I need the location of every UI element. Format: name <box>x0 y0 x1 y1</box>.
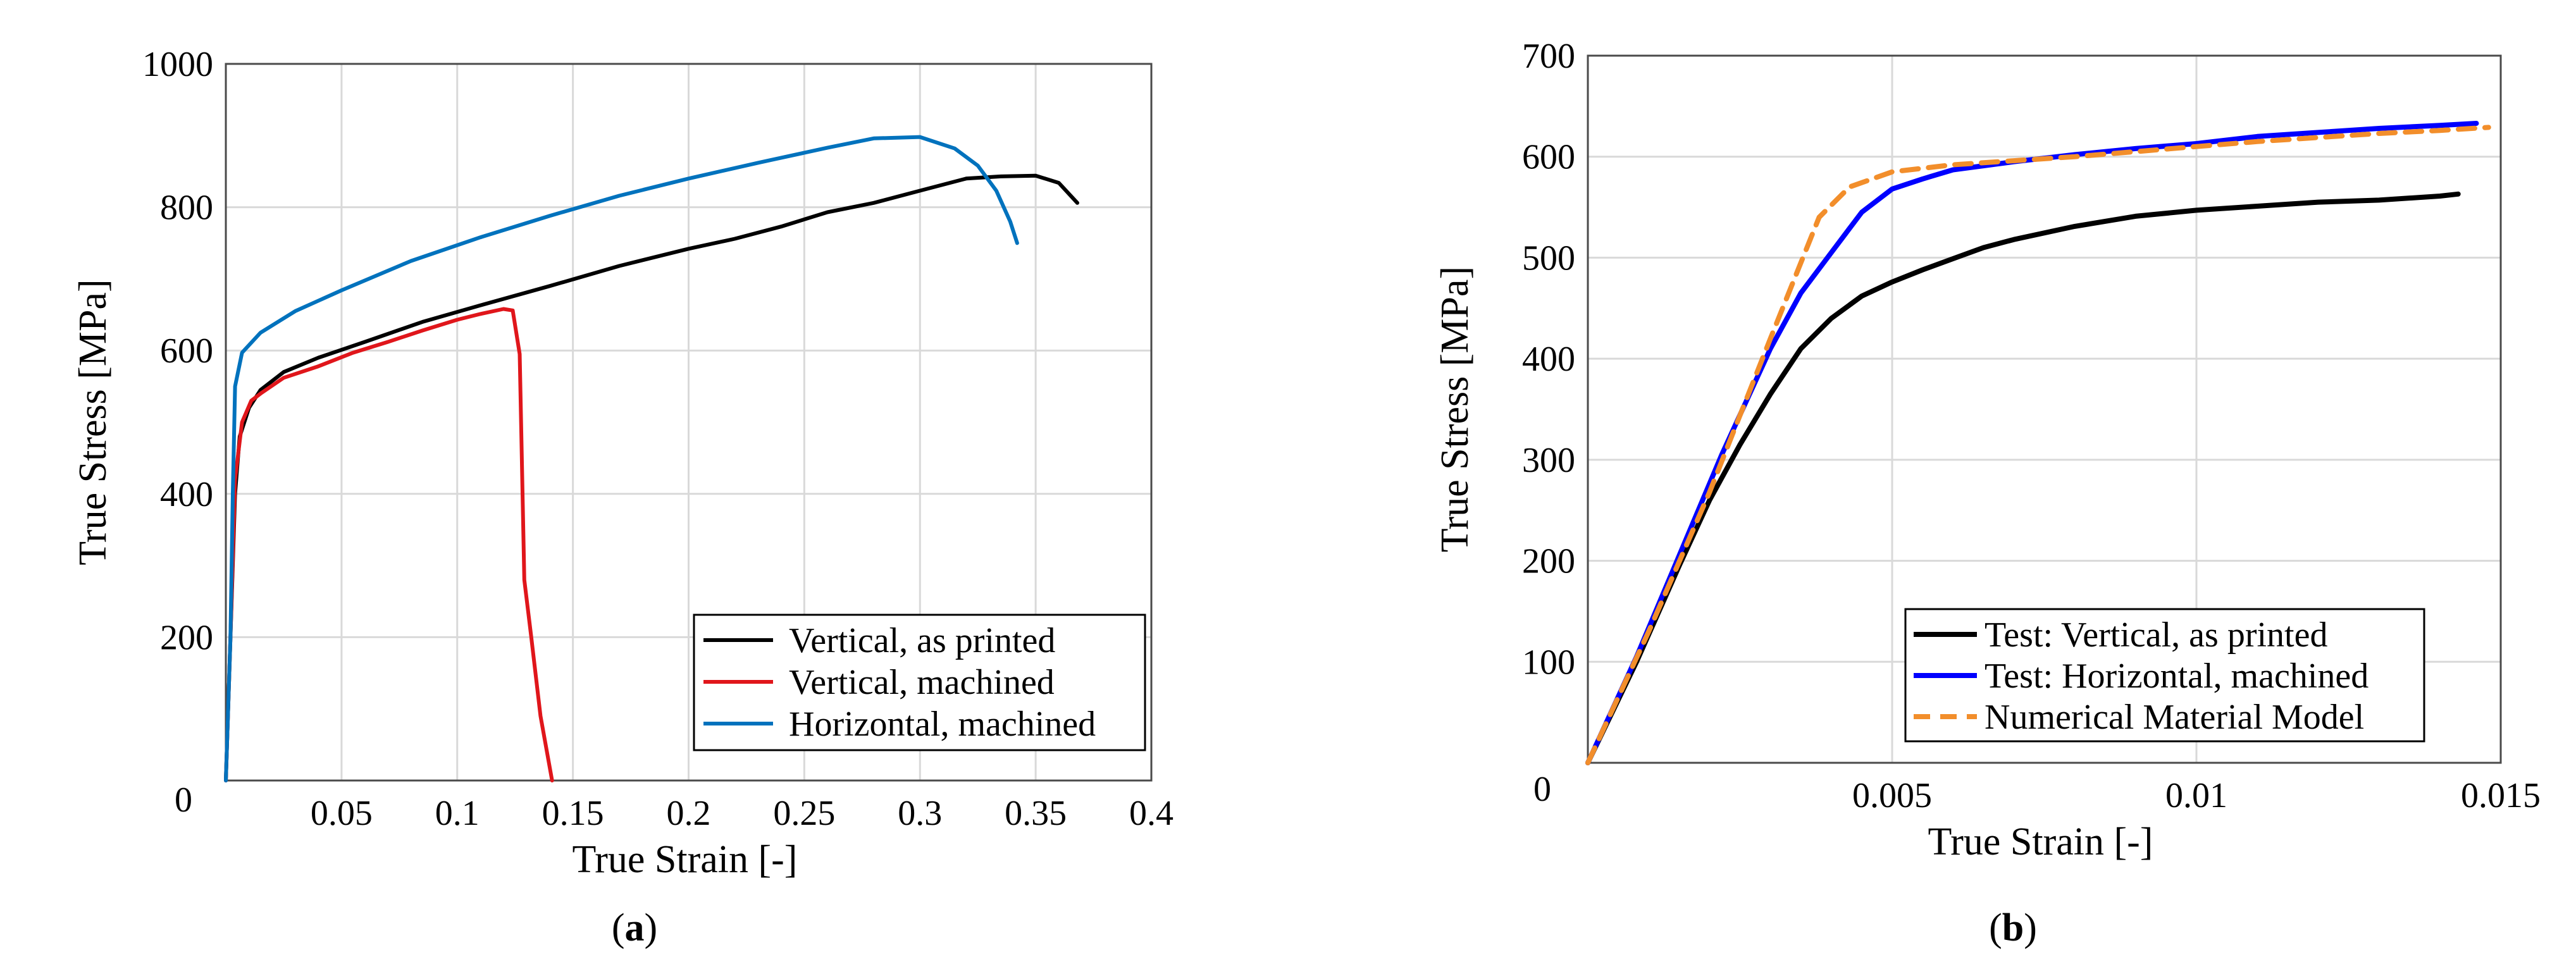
y-tick-label: 600 <box>1522 138 1575 177</box>
legend-entry: Test: Vertical, as printed <box>1985 615 2327 655</box>
y-tick-label: 400 <box>160 475 213 514</box>
legend-entry: Horizontal, machined <box>789 705 1096 744</box>
x-tick-label: 0 <box>1533 770 1551 809</box>
panel-caption: (a) <box>612 906 657 949</box>
y-tick-label: 200 <box>160 618 213 657</box>
y-tick-label: 300 <box>1522 441 1575 480</box>
y-tick-label: 400 <box>1522 340 1575 379</box>
series-line-2 <box>224 307 554 782</box>
x-tick-label: 0.3 <box>898 794 942 833</box>
x-tick-label: 0 <box>175 781 192 820</box>
x-tick-label: 0.15 <box>542 794 604 833</box>
legend-entry: Test: Horizontal, machined <box>1985 657 2369 696</box>
y-tick-label: 100 <box>1522 643 1575 682</box>
panel-a: 0 0.05 0.1 0.15 0.2 0.25 0.3 0.35 0.4 200 400 600 80… <box>71 45 1173 949</box>
y-tick-label: 800 <box>160 188 213 228</box>
series-line-1 <box>1585 191 2461 765</box>
y-axis-label: True Stress [MPa] <box>71 279 115 565</box>
legend-entry: Vertical, as printed <box>789 621 1055 660</box>
x-tick-label: 0.25 <box>773 794 835 833</box>
x-axis-label: True Strain [-] <box>1928 820 2153 863</box>
x-tick-label: 0.4 <box>1129 794 1173 833</box>
panel-b: 0 0.005 0.01 0.015 100 200 300 400 500 600 700 True… <box>1434 37 2541 949</box>
series-line-3 <box>224 135 1019 782</box>
y-tick-label: 600 <box>160 331 213 371</box>
x-tick-label: 0.05 <box>311 794 373 833</box>
x-tick-label: 0.35 <box>1005 794 1067 833</box>
x-axis-label: True Strain [-] <box>573 838 798 881</box>
x-tick-label: 0.005 <box>1852 776 1932 815</box>
y-axis-label: True Stress [MPa] <box>1434 266 1477 552</box>
x-tick-label: 0.1 <box>435 794 480 833</box>
y-tick-label: 500 <box>1522 238 1575 278</box>
panel-caption: (b) <box>1989 906 2037 949</box>
x-tick-label: 0.01 <box>2165 776 2227 815</box>
legend-entry: Numerical Material Model <box>1985 698 2364 737</box>
x-tick-label: 0.2 <box>667 794 711 833</box>
series-line-3 <box>1585 125 2491 765</box>
plot-frame <box>225 63 1153 782</box>
plot-frame <box>1587 54 2502 764</box>
y-tick-label: 200 <box>1522 542 1575 581</box>
legend-entry: Vertical, machined <box>789 663 1055 702</box>
y-tick-label: 700 <box>1522 37 1575 76</box>
legend-box <box>1904 608 2425 743</box>
x-tick-label: 0.015 <box>2461 776 2541 815</box>
y-tick-label: 1000 <box>142 45 213 84</box>
